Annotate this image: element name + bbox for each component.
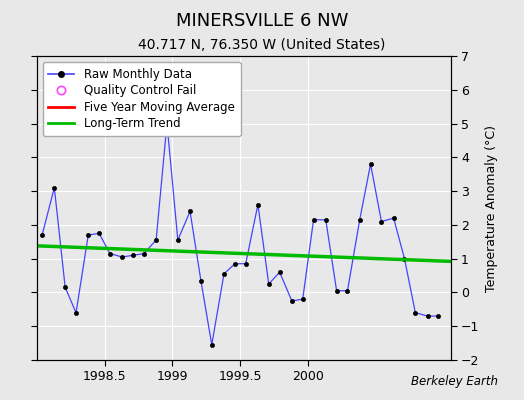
Text: 40.717 N, 76.350 W (United States): 40.717 N, 76.350 W (United States): [138, 38, 386, 52]
Y-axis label: Temperature Anomaly (°C): Temperature Anomaly (°C): [485, 124, 498, 292]
Legend: Raw Monthly Data, Quality Control Fail, Five Year Moving Average, Long-Term Tren: Raw Monthly Data, Quality Control Fail, …: [42, 62, 241, 136]
Text: Berkeley Earth: Berkeley Earth: [411, 375, 498, 388]
Text: MINERSVILLE 6 NW: MINERSVILLE 6 NW: [176, 12, 348, 30]
